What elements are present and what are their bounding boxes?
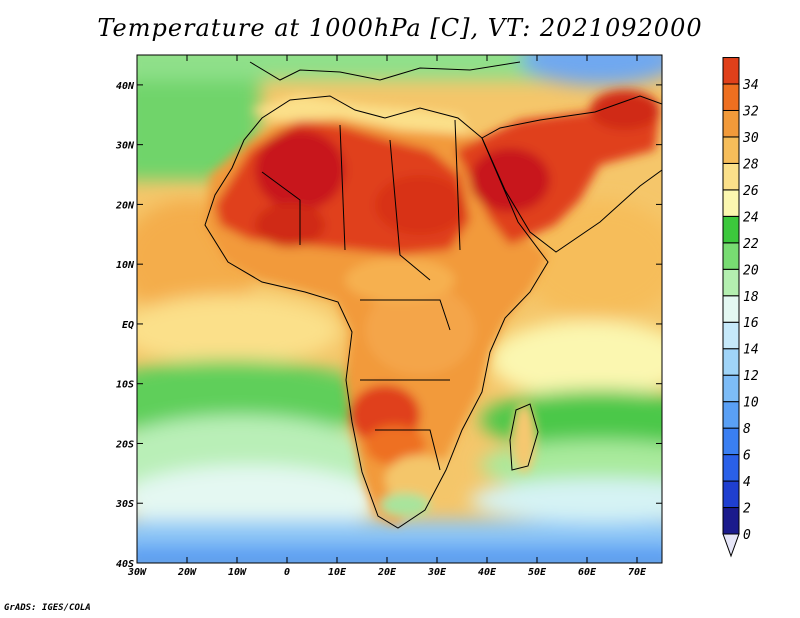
colorbar-bin [722, 454, 740, 482]
lat-tick-label: 20S [115, 439, 134, 450]
temperature-field [137, 55, 662, 563]
colorbar-bin [722, 507, 740, 535]
map-frame [136, 54, 663, 564]
grads-credit: GrADS: IGES/COLA [4, 603, 91, 613]
colorbar-bin [722, 109, 740, 138]
lon-tick-label: 0 [284, 567, 290, 578]
lat-tick-label: 20N [115, 200, 135, 211]
colorbar-bin [722, 189, 740, 217]
colorbar-label: 6 [743, 449, 751, 464]
colorbar-label: 22 [743, 237, 759, 252]
colorbar-label: 34 [742, 78, 759, 93]
latitude-axis: 40N 30N 20N 10N EQ 10S 20S 30S 40S [115, 81, 662, 570]
lon-tick-label: 50E [528, 567, 547, 578]
colorbar-label: 12 [743, 369, 759, 384]
colorbar-bin [722, 401, 740, 429]
colorbar-bin [722, 427, 740, 456]
colorbar-bin [722, 136, 740, 164]
colorbar-bin [722, 57, 740, 85]
colorbar-bin [722, 268, 740, 297]
colorbar-label: 14 [743, 343, 759, 358]
lon-tick-label: 20W [177, 567, 197, 578]
longitude-axis: 30W 20W 10W 0 10E 20E 30E 40E 50E 60E 70E [127, 55, 647, 578]
colorbar-label: 30 [742, 131, 759, 146]
colorbar-bin [722, 295, 740, 323]
colorbar-label: 28 [743, 157, 759, 172]
colorbar-bin [722, 162, 740, 191]
lat-tick-label: 40S [116, 559, 134, 570]
colorbar-label: 20 [743, 263, 759, 278]
lon-tick-label: 30W [127, 567, 147, 578]
colorbar-bin [722, 348, 740, 376]
lon-tick-label: 20E [377, 567, 397, 578]
lon-tick-label: 30E [427, 567, 447, 578]
lat-tick-label: 40N [116, 81, 135, 92]
colorbar-label: 24 [743, 210, 759, 225]
colorbar-label: 10 [743, 396, 759, 411]
lon-tick-label: 60E [578, 567, 597, 578]
lon-tick-label: 10W [228, 567, 247, 578]
colorbar-label: 18 [743, 290, 759, 305]
lon-tick-label: 10E [328, 567, 347, 578]
lon-tick-label: 40E [478, 567, 497, 578]
lat-tick-label: 30N [115, 141, 135, 152]
colorbar-label: 26 [743, 184, 759, 199]
colorbar-label: 2 [743, 502, 751, 517]
colorbar-label: 8 [743, 422, 751, 437]
lat-tick-label: 30S [115, 499, 134, 510]
lat-tick-label: 10N [116, 260, 135, 271]
colorbar-bin [722, 374, 740, 403]
colorbar-bin [722, 242, 740, 270]
map-title: Temperature at 1000hPa [C], VT: 20210920… [97, 14, 703, 42]
colorbar-label: 0 [743, 528, 751, 543]
colorbar-bin [722, 83, 740, 111]
colorbar-label: 32 [742, 104, 759, 119]
lat-tick-label: EQ [122, 320, 134, 331]
colorbar-bin [722, 321, 740, 350]
colorbar-label: 4 [743, 475, 751, 490]
coastlines [204, 61, 662, 529]
colorbar-label: 16 [743, 316, 759, 331]
colorbar-bin [722, 480, 740, 509]
colorbar-min-arrow [722, 533, 740, 558]
colorbar-bin [722, 215, 740, 244]
lat-tick-label: 10S [116, 380, 134, 391]
lon-tick-label: 70E [628, 567, 647, 578]
